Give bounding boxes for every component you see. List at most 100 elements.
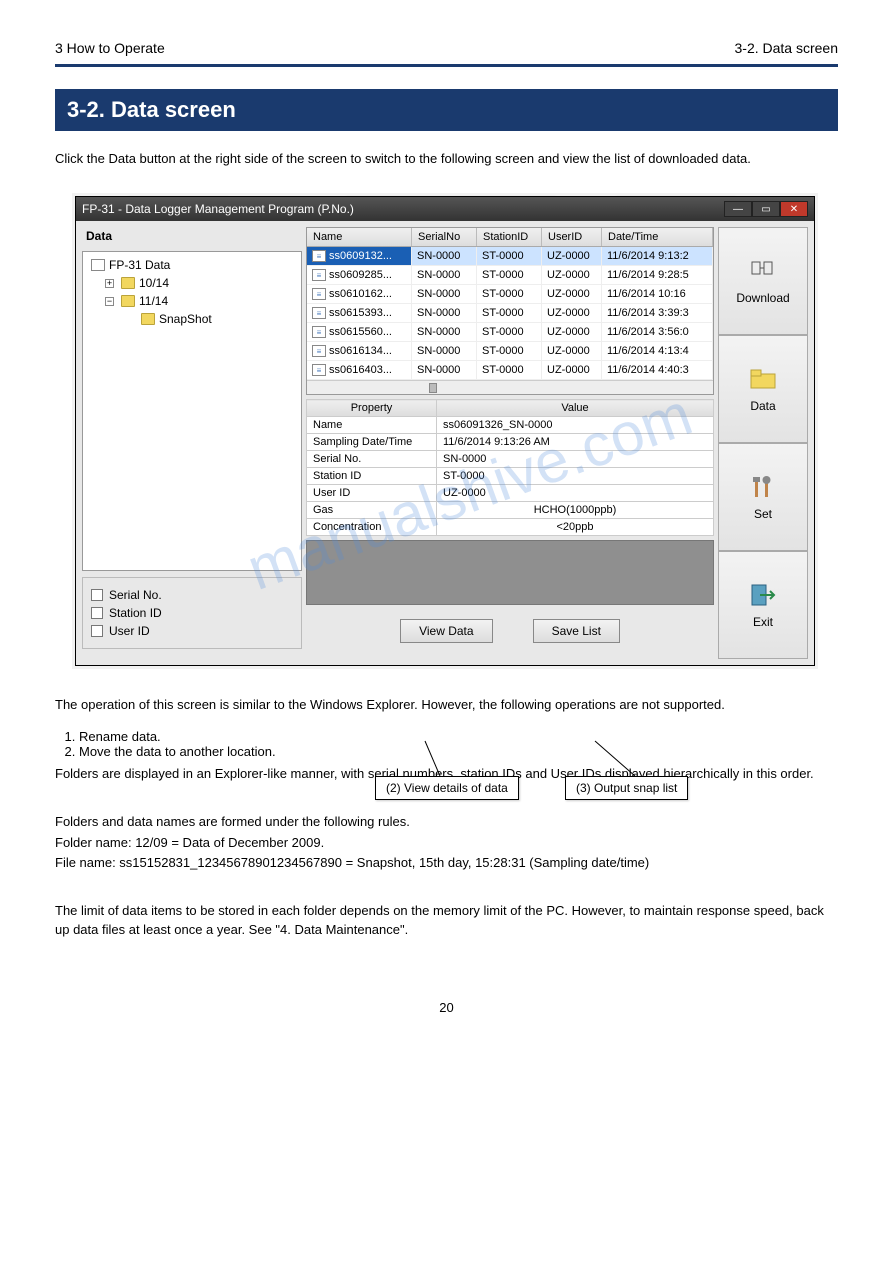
graph-placeholder [306,540,714,605]
app-window: manualshive.com FP-31 - Data Logger Mana… [75,196,815,666]
list-item: Rename data. [79,729,838,744]
para-4: Folder name: 12/09 = Data of December 20… [55,834,838,853]
title-bar: FP-31 - Data Logger Management Program (… [76,197,814,221]
grid-col-name[interactable]: Name [307,228,412,246]
window-title: FP-31 - Data Logger Management Program (… [82,202,354,216]
table-cell: ST-0000 [477,323,542,341]
minimize-button[interactable]: — [724,201,752,217]
folder-tree[interactable]: FP-31 Data + 10/14 − 11/14 [82,251,302,571]
header-rule [55,64,838,67]
horizontal-scrollbar[interactable] [307,380,713,394]
table-cell: ST-0000 [477,304,542,322]
table-cell: ST-0000 [477,342,542,360]
exit-icon [748,581,778,609]
property-row: Namess06091326_SN-0000 [307,417,714,434]
table-cell: SN-0000 [412,285,477,303]
table-row[interactable]: ≡ss0615560...SN-0000ST-0000UZ-000011/6/2… [307,323,713,342]
table-cell: UZ-0000 [542,304,602,322]
table-cell: UZ-0000 [542,285,602,303]
checkbox-user[interactable]: User ID [91,622,293,640]
table-cell: 11/6/2014 3:56:0 [602,323,713,341]
document-icon [91,259,105,271]
maximize-button[interactable]: ▭ [752,201,780,217]
table-row[interactable]: ≡ss0610162...SN-0000ST-0000UZ-000011/6/2… [307,285,713,304]
table-cell: SN-0000 [412,304,477,322]
grid-col-user[interactable]: UserID [542,228,602,246]
table-cell: 11/6/2014 4:13:4 [602,342,713,360]
download-button[interactable]: Download [718,227,808,335]
file-icon: ≡ [312,364,326,376]
right-toolbar: Download Data Set Exit [718,227,808,659]
table-cell: ≡ss0616403... [307,361,412,379]
table-cell: SN-0000 [412,247,477,265]
table-row[interactable]: ≡ss0616134...SN-0000ST-0000UZ-000011/6/2… [307,342,713,361]
page-number: 20 [55,1000,838,1015]
table-cell: UZ-0000 [542,323,602,341]
property-row: Serial No.SN-0000 [307,451,714,468]
tree-item[interactable]: SnapShot [87,310,297,328]
grid-col-station[interactable]: StationID [477,228,542,246]
table-cell: ST-0000 [477,285,542,303]
file-icon: ≡ [312,288,326,300]
callout-output-snap: (3) Output snap list [565,776,688,800]
property-row: Station IDST-0000 [307,468,714,485]
table-cell: ST-0000 [477,361,542,379]
table-cell: ≡ss0609285... [307,266,412,284]
grid-col-serial[interactable]: SerialNo [412,228,477,246]
table-cell: 11/6/2014 3:39:3 [602,304,713,322]
para-3: Folders and data names are formed under … [55,813,838,832]
data-button[interactable]: Data [718,335,808,443]
table-row[interactable]: ≡ss0609285...SN-0000ST-0000UZ-000011/6/2… [307,266,713,285]
para-1: The operation of this screen is similar … [55,696,838,715]
prop-head-value: Value [437,400,714,417]
grid-header-row: Name SerialNo StationID UserID Date/Time [307,228,713,247]
grid-col-datetime[interactable]: Date/Time [602,228,713,246]
tree-item[interactable]: − 11/14 [87,292,297,310]
checkbox-station[interactable]: Station ID [91,604,293,622]
table-cell: 11/6/2014 4:40:3 [602,361,713,379]
table-cell: ≡ss0610162... [307,285,412,303]
unsupported-list: Rename data. Move the data to another lo… [55,729,838,759]
table-cell: SN-0000 [412,323,477,341]
table-cell: 11/6/2014 9:28:5 [602,266,713,284]
table-cell: ≡ss0616134... [307,342,412,360]
table-cell: ≡ss0615393... [307,304,412,322]
table-cell: UZ-0000 [542,361,602,379]
table-row[interactable]: ≡ss0615393...SN-0000ST-0000UZ-000011/6/2… [307,304,713,323]
table-cell: SN-0000 [412,361,477,379]
expand-icon[interactable]: + [105,279,114,288]
table-cell: ST-0000 [477,266,542,284]
header-left: 3 How to Operate [55,40,165,56]
file-icon: ≡ [312,250,326,262]
tree-item[interactable]: + 10/14 [87,274,297,292]
close-button[interactable]: ✕ [780,201,808,217]
property-row: User IDUZ-0000 [307,485,714,502]
file-icon: ≡ [312,345,326,357]
collapse-icon[interactable]: − [105,297,114,306]
screenshot-figure: (1) Delete data The data inside the fold… [55,196,838,666]
save-list-button[interactable]: Save List [533,619,620,643]
view-data-button[interactable]: View Data [400,619,492,643]
table-cell: UZ-0000 [542,247,602,265]
folder-icon [121,277,135,289]
filter-checkboxes: Serial No. Station ID User ID [82,577,302,649]
table-row[interactable]: ≡ss0616403...SN-0000ST-0000UZ-000011/6/2… [307,361,713,380]
para-5: File name: ss15152831_123456789012345678… [55,854,838,873]
property-row: Sampling Date/Time11/6/2014 9:13:26 AM [307,434,714,451]
checkbox-serial[interactable]: Serial No. [91,586,293,604]
prop-head-property: Property [307,400,437,417]
table-cell: SN-0000 [412,266,477,284]
table-row[interactable]: ≡ss0609132...SN-0000ST-0000UZ-000011/6/2… [307,247,713,266]
folder-icon [121,295,135,307]
header-right: 3-2. Data screen [735,40,839,56]
folder-icon [141,313,155,325]
set-button[interactable]: Set [718,443,808,551]
table-cell: ≡ss0609132... [307,247,412,265]
exit-button[interactable]: Exit [718,551,808,659]
table-cell: 11/6/2014 9:13:2 [602,247,713,265]
para-6: The limit of data items to be stored in … [55,902,838,940]
data-grid[interactable]: Name SerialNo StationID UserID Date/Time… [306,227,714,395]
table-cell: 11/6/2014 10:16 [602,285,713,303]
tree-item[interactable]: FP-31 Data [87,256,297,274]
table-cell: UZ-0000 [542,342,602,360]
